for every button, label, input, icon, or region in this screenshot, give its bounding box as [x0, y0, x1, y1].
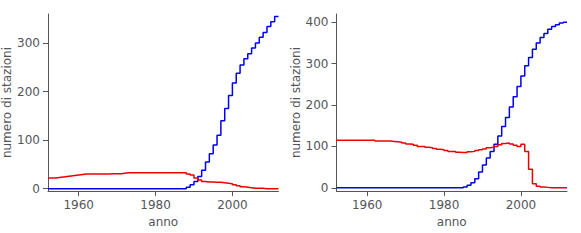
svg-text:200: 200	[17, 85, 40, 99]
svg-text:300: 300	[17, 36, 40, 50]
svg-text:300: 300	[306, 57, 329, 71]
svg-text:100: 100	[306, 139, 329, 153]
svg-text:1960: 1960	[63, 198, 94, 212]
svg-text:numero di stazioni: numero di stazioni	[0, 47, 14, 158]
svg-text:anno: anno	[437, 215, 467, 229]
svg-text:anno: anno	[148, 215, 178, 229]
svg-text:2000: 2000	[506, 198, 537, 212]
svg-text:0: 0	[32, 182, 40, 196]
svg-text:2000: 2000	[217, 198, 248, 212]
svg-text:1980: 1980	[140, 198, 171, 212]
svg-text:400: 400	[306, 15, 329, 29]
svg-text:1960: 1960	[352, 198, 383, 212]
svg-text:200: 200	[306, 98, 329, 112]
svg-text:1980: 1980	[429, 198, 460, 212]
svg-text:numero di stazioni: numero di stazioni	[289, 47, 303, 158]
svg-text:0: 0	[321, 181, 329, 195]
svg-text:100: 100	[17, 133, 40, 147]
